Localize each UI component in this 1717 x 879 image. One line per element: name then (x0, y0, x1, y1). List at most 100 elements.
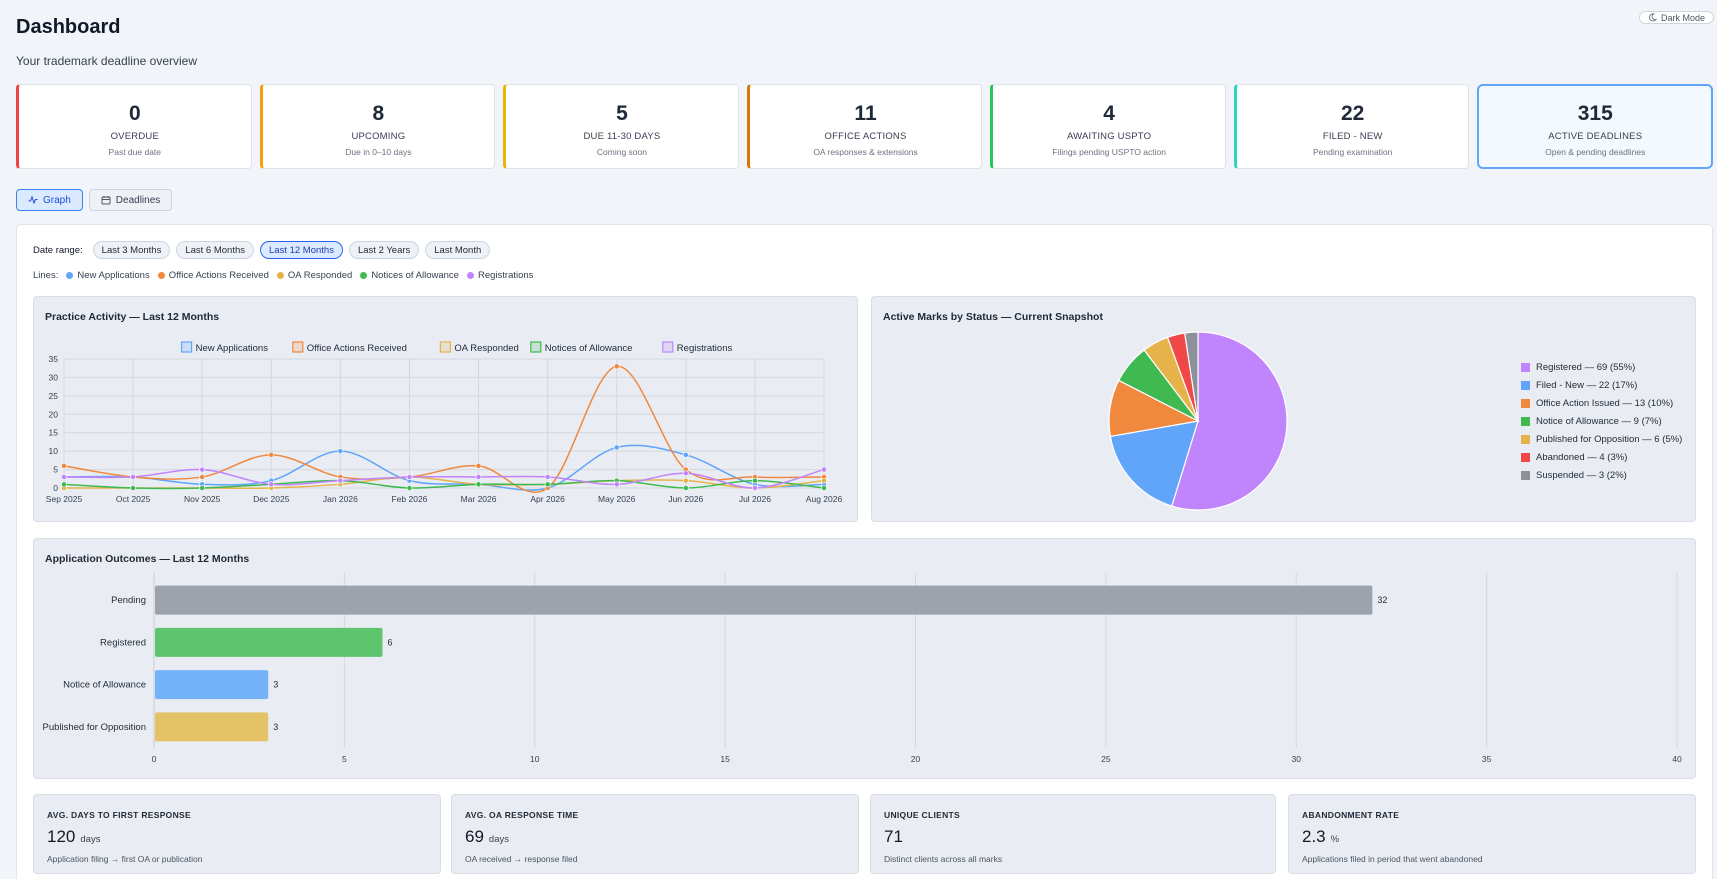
legend-label: Filed - New — 22 (17%) (1536, 379, 1638, 391)
line-toggle-notices[interactable]: Notices of Allowance (360, 270, 459, 281)
date-range-selector: Date range: Last 3 Months Last 6 Months … (33, 241, 491, 259)
status-pie-card: Active Marks by Status — Current Snapsho… (871, 296, 1696, 522)
pie-legend-item: Abandoned — 4 (3%) (1521, 448, 1682, 466)
x-tick-label: Feb 2026 (391, 494, 427, 504)
x-tick-label: 5 (342, 754, 347, 764)
pie-legend-item: Registered — 69 (55%) (1521, 358, 1682, 376)
stat-value: 4 (1103, 102, 1115, 125)
metric-value: 69 (465, 827, 484, 846)
outcomes-bar-card: Application Outcomes — Last 12 Months 0 5… (33, 538, 1696, 779)
series-line (63, 468, 825, 489)
x-tick-label: Mar 2026 (461, 494, 497, 504)
category-label: Notice of Allowance (63, 680, 146, 691)
value-label: 3 (273, 722, 278, 732)
data-point (61, 462, 67, 469)
range-option[interactable]: Last 3 Months (92, 241, 171, 259)
range-option[interactable]: Last 6 Months (176, 241, 254, 259)
y-tick-label: 10 (49, 446, 59, 456)
stat-card-filed-new[interactable]: 22 FILED - NEW Pending examination (1233, 84, 1470, 169)
stat-sub: Filings pending USPTO action (1052, 147, 1166, 157)
data-point (682, 470, 689, 477)
value-label: 3 (273, 680, 278, 690)
stat-value: 315 (1577, 102, 1613, 125)
data-point (61, 474, 67, 480)
pie-legend-item: Published for Opposition — 6 (5%) (1521, 430, 1682, 448)
stat-value: 5 (616, 102, 628, 125)
legend-label: Registrations (677, 343, 733, 354)
stat-value: 11 (854, 102, 877, 125)
dark-mode-label: Dark Mode (1660, 12, 1705, 23)
series-dot (360, 272, 368, 279)
legend-label: Notice of Allowance — 9 (7%) (1536, 415, 1662, 427)
stat-label: FILED - NEW (1322, 131, 1383, 142)
data-point (682, 477, 689, 484)
stat-sub: Past due date (108, 147, 162, 157)
legend-label: OA Responded (454, 343, 518, 354)
dark-mode-toggle[interactable]: Dark Mode (1638, 11, 1714, 24)
stat-sub: OA responses & extensions (813, 147, 918, 157)
stat-card-active-deadlines[interactable]: 315 ACTIVE DEADLINES Open & pending dead… (1477, 84, 1714, 169)
line-toggle-new-applications[interactable]: New Applications (66, 270, 150, 281)
legend-label: Published for Opposition — 6 (5%) (1536, 433, 1683, 445)
stat-label: UPCOMING (351, 131, 406, 142)
data-point (821, 485, 827, 491)
line-toggle-registrations[interactable]: Registrations (466, 270, 533, 281)
stat-card-upcoming[interactable]: 8 UPCOMING Due in 0–10 days (259, 84, 496, 169)
metric-sub: OA received → response filed (465, 854, 578, 864)
y-tick-label: 30 (49, 372, 59, 382)
stat-value: 22 (1341, 102, 1365, 125)
stat-card-due-11-30[interactable]: 5 DUE 11-30 DAYS Coming soon (503, 84, 739, 169)
legend-swatch (1521, 434, 1530, 444)
stat-value: 8 (372, 102, 385, 125)
x-tick-label: Jun 2026 (668, 494, 703, 504)
x-tick-label: Oct 2025 (116, 494, 151, 504)
range-option[interactable]: Last Month (425, 241, 491, 259)
legend-swatch (439, 341, 451, 353)
value-label: 32 (1377, 595, 1387, 605)
status-pie-chart (1108, 331, 1288, 511)
y-tick-label: 35 (49, 354, 59, 364)
metric-unit: days (80, 834, 101, 845)
y-tick-label: 20 (49, 409, 59, 419)
graph-view-button[interactable]: Graph (16, 189, 83, 211)
data-point (337, 477, 344, 484)
line-toggle-office-actions[interactable]: Office Actions Received (157, 270, 269, 281)
x-tick-label: Dec 2025 (253, 494, 290, 504)
range-option-selected[interactable]: Last 12 Months (260, 241, 343, 259)
stat-label: OFFICE ACTIONS (824, 131, 907, 142)
line-toggle-oa-responded[interactable]: OA Responded (276, 270, 352, 281)
y-tick-label: 0 (53, 483, 58, 493)
x-tick-label: Aug 2026 (806, 494, 843, 504)
legend-swatch (1521, 470, 1530, 480)
y-tick-label: 15 (49, 428, 59, 438)
legend-swatch (662, 341, 674, 353)
stat-card-overdue[interactable]: 0 OVERDUE Past due date (16, 84, 252, 169)
pie-slice (1184, 331, 1199, 422)
x-tick-label: Sep 2025 (46, 494, 83, 504)
stat-card-awaiting-uspto[interactable]: 4 AWAITING USPTO Filings pending USPTO a… (990, 84, 1226, 169)
x-tick-label: Jan 2026 (323, 494, 358, 504)
date-range-label: Date range: (33, 244, 83, 256)
legend-label: Office Action Issued — 13 (10%) (1536, 397, 1674, 409)
line-toggle-label: Notices of Allowance (371, 270, 459, 281)
data-point (475, 474, 482, 480)
stat-card-office-actions[interactable]: 11 OFFICE ACTIONS OA responses & extensi… (746, 84, 983, 169)
data-point (475, 481, 482, 488)
legend-swatch (181, 341, 193, 353)
stat-sub: Coming soon (596, 147, 647, 157)
category-label: Pending (111, 595, 146, 606)
deadlines-view-button[interactable]: Deadlines (88, 189, 173, 211)
data-point (268, 451, 275, 458)
metric-value: 2.3 (1302, 827, 1326, 846)
legend-swatch (1521, 380, 1530, 390)
stat-label: ACTIVE DEADLINES (1548, 131, 1643, 142)
legend-label: Office Actions Received (307, 343, 407, 354)
stat-label: OVERDUE (110, 131, 159, 142)
series-dot (276, 272, 284, 279)
bar (155, 585, 1373, 615)
metric-title: UNIQUE CLIENTS (884, 810, 960, 820)
metric-unit: % (1330, 834, 1340, 845)
range-option[interactable]: Last 2 Years (348, 241, 420, 259)
data-point (752, 485, 758, 491)
line-chart-legend: New Applications Office Actions Received O… (181, 341, 733, 354)
